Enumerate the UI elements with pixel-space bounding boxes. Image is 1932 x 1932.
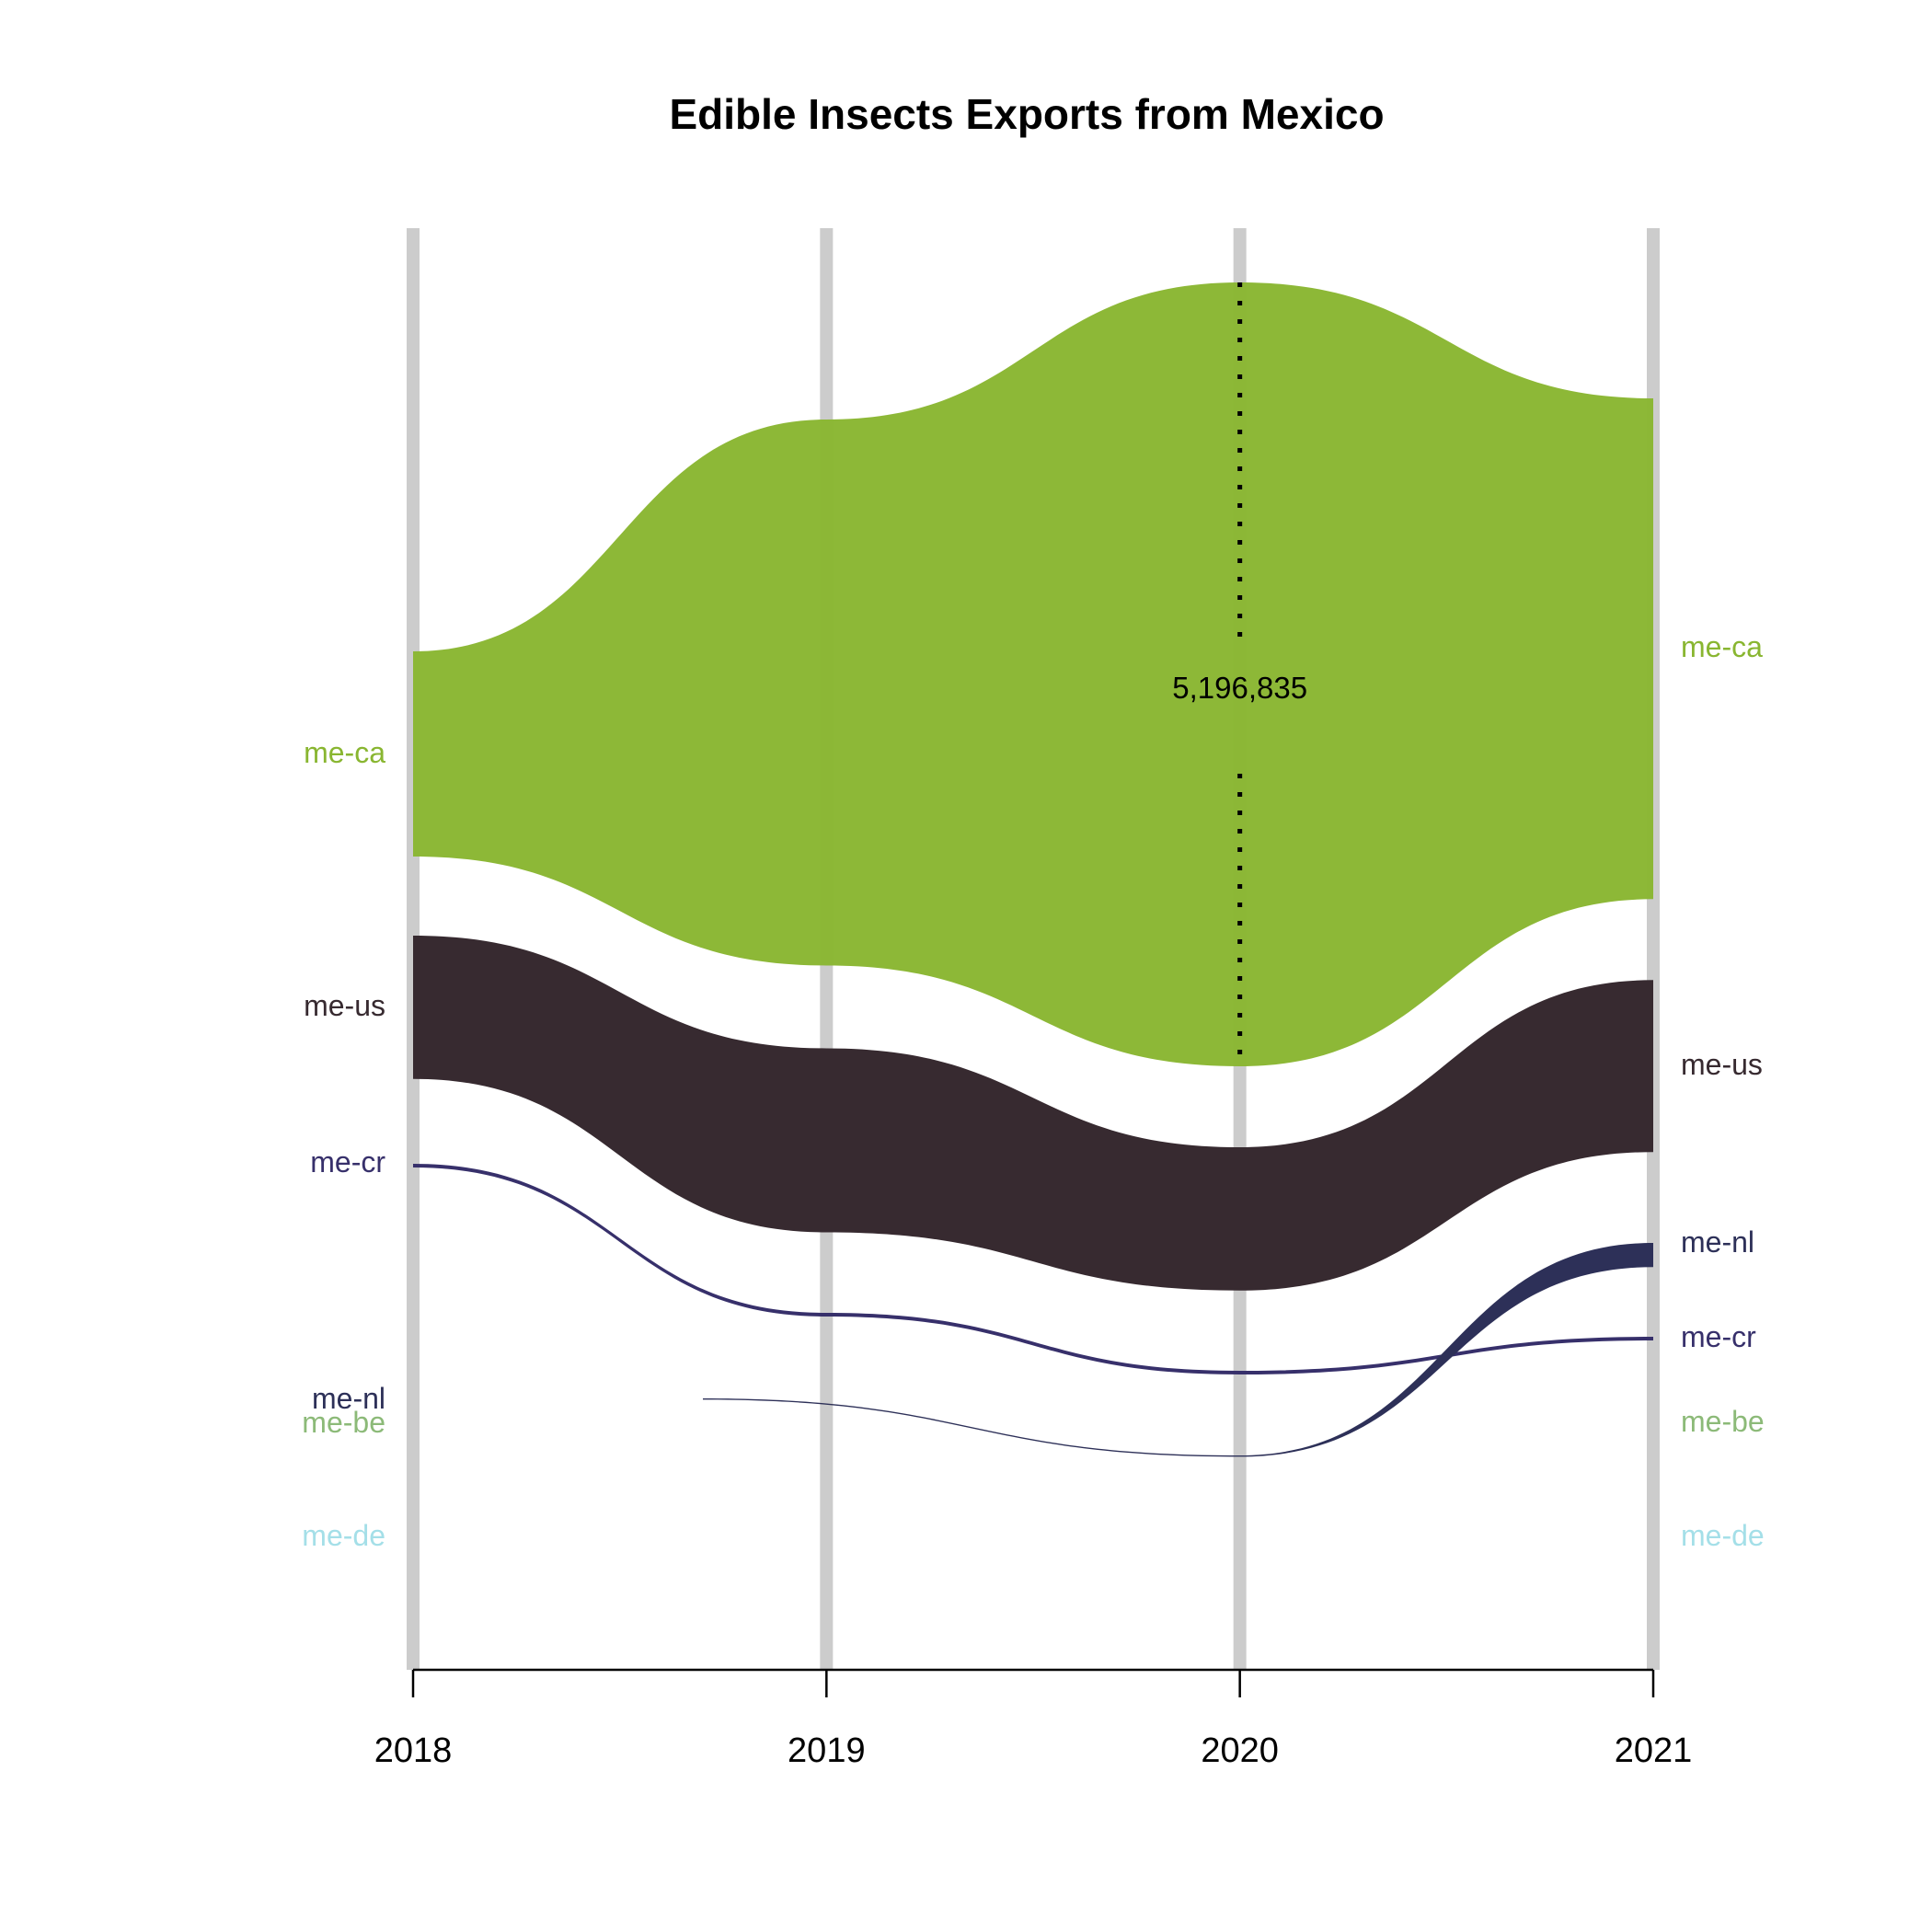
x-tick-label-2019: 2019 (788, 1731, 866, 1770)
right-label-me-be: me-be (1681, 1405, 1765, 1438)
flow-me-nl (703, 1243, 1653, 1457)
flow-me-us (413, 935, 1653, 1291)
flow-me-ca (413, 282, 1653, 1066)
series-labels: me-came-usme-crme-nlme-beme-deme-came-us… (302, 630, 1764, 1552)
x-axis: 2018 2019 2020 2021 (374, 1668, 1693, 1770)
left-label-me-nl: me-nl (312, 1382, 385, 1415)
left-label-me-de: me-de (302, 1519, 385, 1552)
left-label-me-ca: me-ca (304, 736, 385, 769)
annotation-value: 5,196,835 (1172, 671, 1307, 705)
right-label-me-cr: me-cr (1681, 1320, 1756, 1353)
x-tick-label-2018: 2018 (374, 1731, 453, 1770)
flow-series (413, 282, 1653, 1457)
left-label-me-be: me-be (302, 1406, 385, 1439)
x-tick-label-2021: 2021 (1615, 1731, 1693, 1770)
left-label-me-us: me-us (304, 989, 385, 1022)
annotation: 5,196,835 (1172, 282, 1307, 1066)
left-label-me-cr: me-cr (310, 1145, 385, 1179)
right-label-me-de: me-de (1681, 1519, 1765, 1552)
right-label-me-ca: me-ca (1681, 630, 1763, 663)
right-label-me-nl: me-nl (1681, 1225, 1754, 1259)
x-tick-label-2020: 2020 (1201, 1731, 1279, 1770)
right-label-me-us: me-us (1681, 1048, 1763, 1081)
chart-title: Edible Insects Exports from Mexico (669, 90, 1384, 138)
flow-me-cr (413, 1164, 1653, 1374)
